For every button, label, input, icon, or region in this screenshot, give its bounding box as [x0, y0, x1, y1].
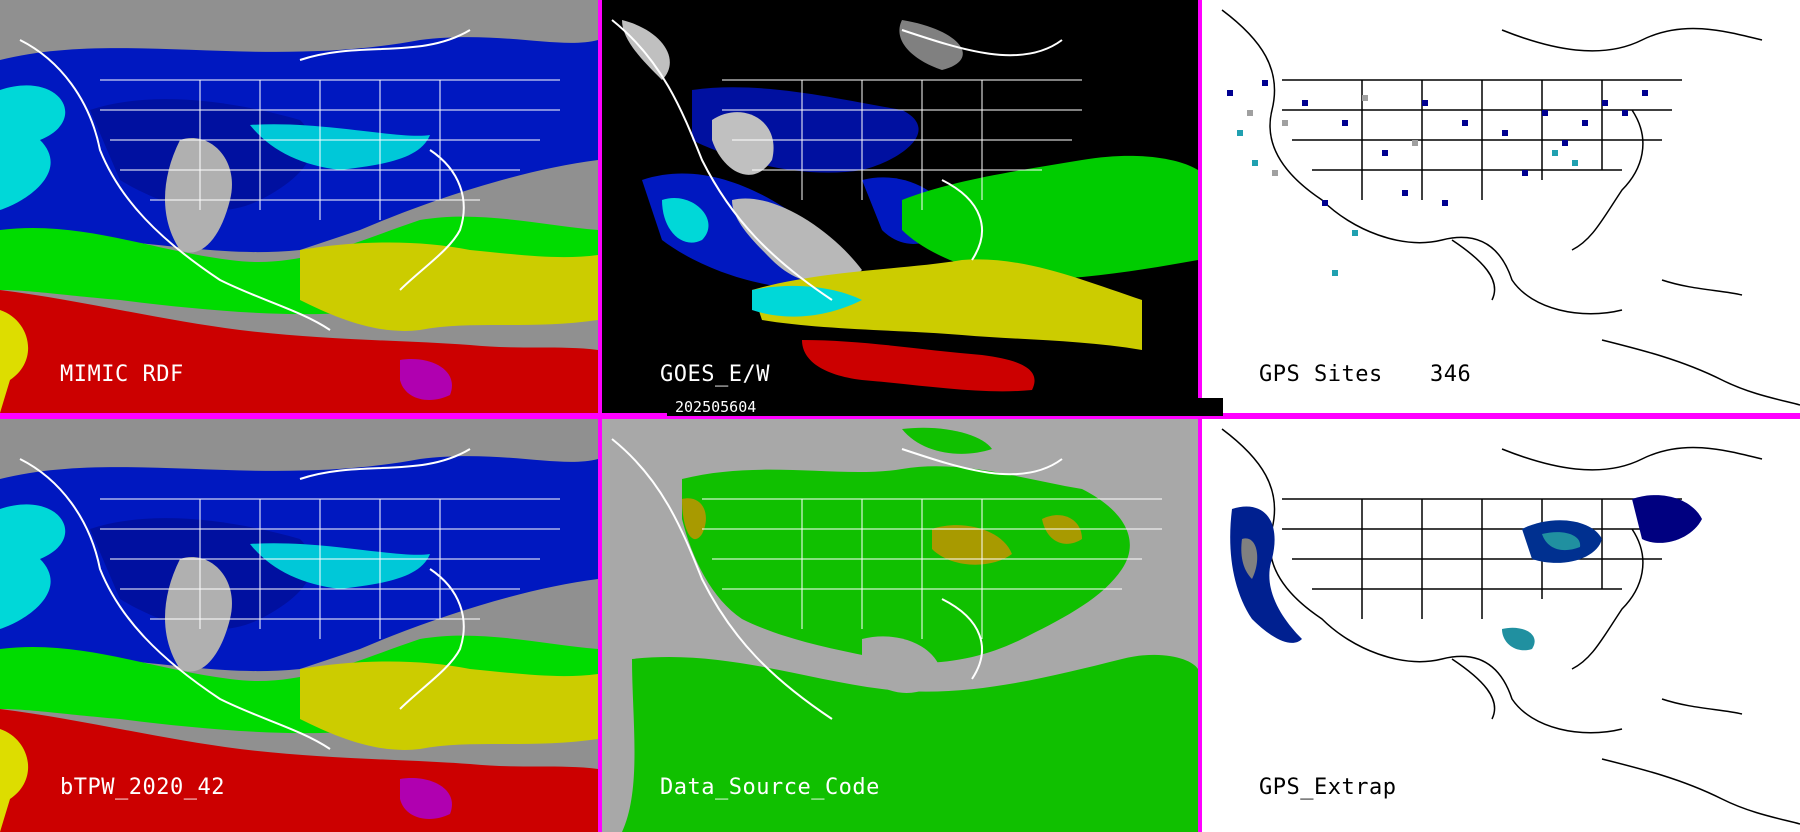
gps-site-count: 346: [1430, 362, 1472, 387]
panel-label: GPS_Extrap: [1259, 775, 1397, 800]
gps-extrap-map: [1202, 419, 1800, 832]
timestamp-bar: 202505604: [667, 398, 1223, 416]
tpw-map: [0, 0, 598, 413]
panel-label: MIMIC RDF: [60, 362, 184, 387]
panel-goes-ew: GOES_E/W: [602, 0, 1198, 413]
panel-label: GOES_E/W: [660, 362, 770, 387]
gps-sites-map: [1202, 0, 1800, 413]
tpw-map: [0, 419, 598, 832]
panel-label: Data_Source_Code: [660, 775, 880, 800]
panel-label: bTPW_2020_42: [60, 775, 225, 800]
panel-label: GPS Sites: [1259, 362, 1383, 387]
data-source-map: [602, 419, 1198, 832]
panel-mimic-rdf: MIMIC RDF: [0, 0, 598, 413]
panel-gps-sites: GPS Sites 346: [1202, 0, 1800, 413]
panel-gps-extrap: GPS_Extrap: [1202, 419, 1800, 832]
panel-data-source: Data_Source_Code: [602, 419, 1198, 832]
panel-btpw: bTPW_2020_42: [0, 419, 598, 832]
goes-map: [602, 0, 1198, 413]
